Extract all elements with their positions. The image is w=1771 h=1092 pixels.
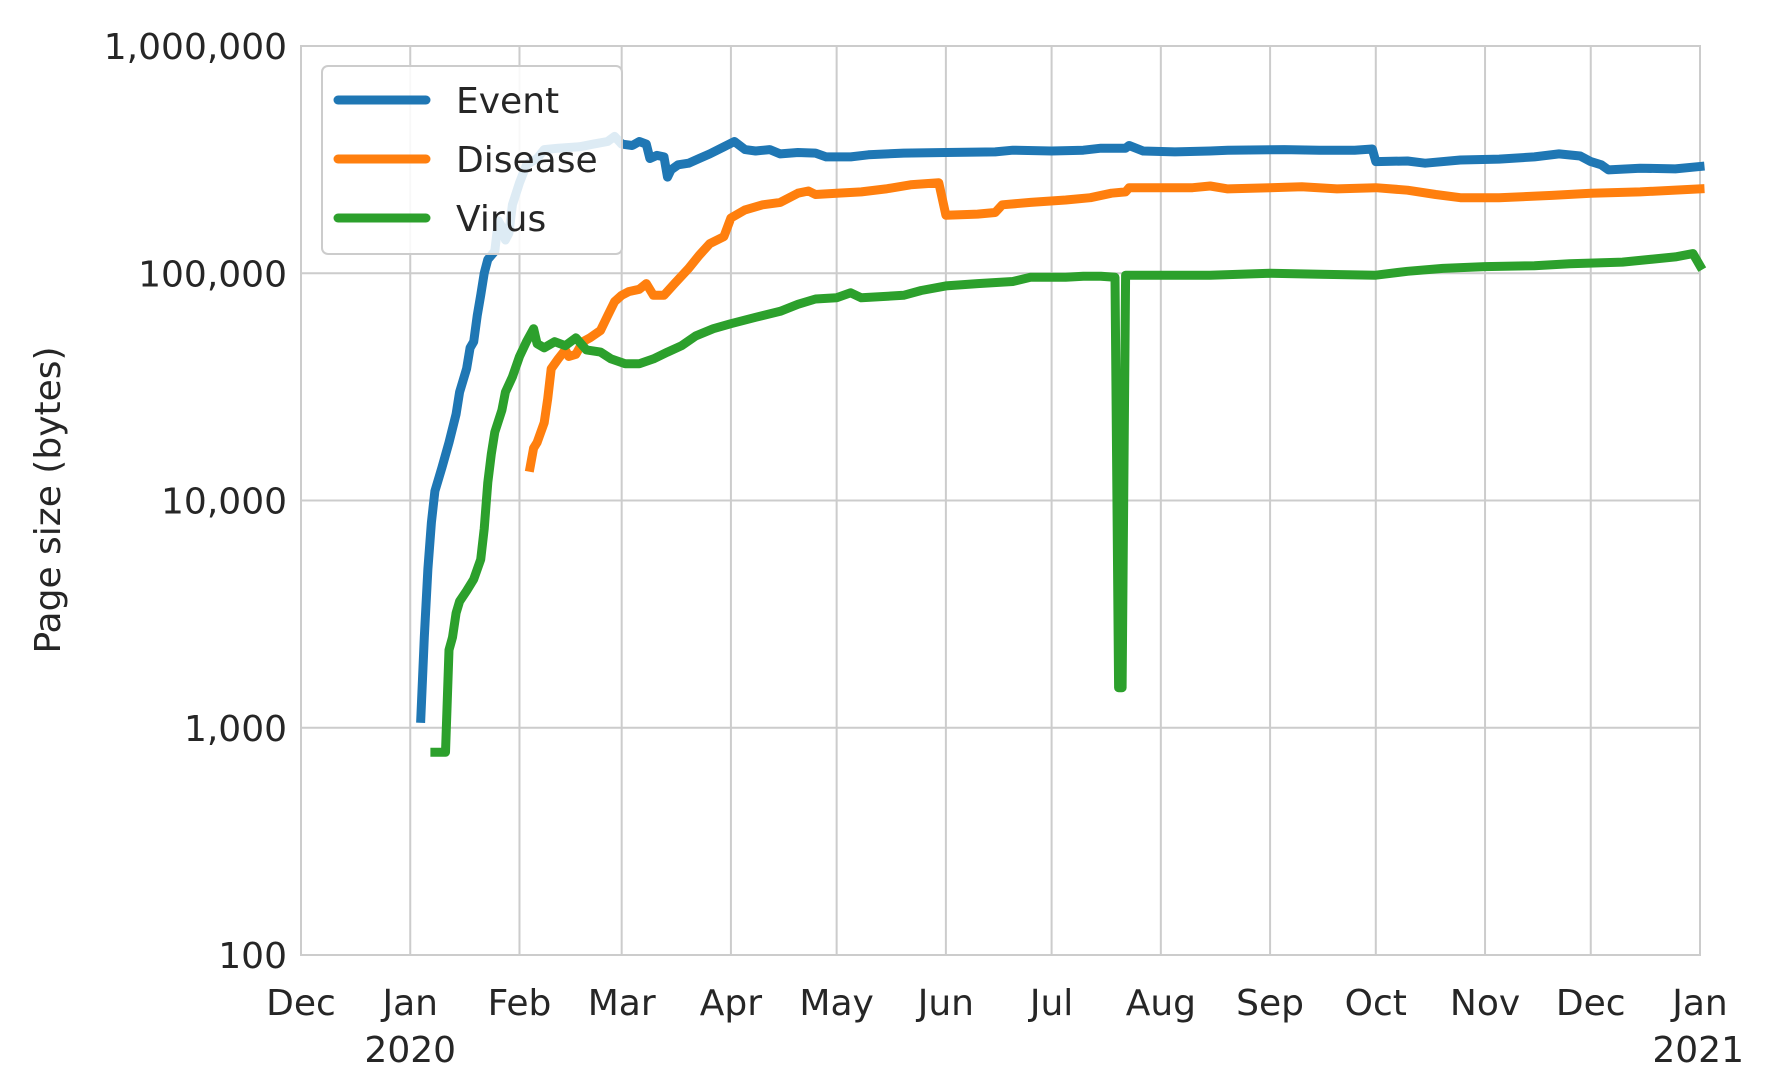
x-tick-label: Sep [1236,983,1304,1024]
y-tick-label: 10,000 [161,482,287,523]
x-tick-label: Dec [266,983,336,1024]
y-axis-label: Page size (bytes) [28,346,69,653]
y-tick-label: 1,000 [184,709,287,750]
legend-label-disease: Disease [456,140,598,181]
x-tick-label: Oct [1345,983,1407,1024]
legend-label-virus: Virus [456,199,546,240]
series-line-event [416,131,1705,723]
x-tick-labels: Dec Jan 2020 Feb Mar Apr May Jun Jul Aug Sep Oct Nov… [266,983,1744,1071]
x-tick-label: Mar [588,983,656,1024]
x-tick-year-label: 2020 [364,1030,456,1071]
x-tick-label: Jan [1670,983,1728,1024]
x-tick-label: Feb [488,983,552,1024]
legend-frame [321,65,623,255]
y-tick-labels: 100 1,000 10,000 100,000 1,000,000 [104,27,287,977]
plot-frame [300,45,1701,956]
series-line-disease [524,178,1705,473]
x-tick-year-label: 2021 [1652,1030,1744,1071]
legend-label-event: Event [456,81,559,122]
x-tick-label: Apr [700,983,762,1024]
x-tick-label: Jun [916,983,974,1024]
x-tick-label: Aug [1126,983,1196,1024]
legend: Event Disease Virus [321,65,623,255]
x-tick-label: May [799,983,873,1024]
series-line-virus [430,249,1707,757]
series-lines [416,131,1707,757]
y-tick-label: 100,000 [138,254,287,295]
x-tick-label: Dec [1556,983,1626,1024]
x-tick-label: Jul [1028,983,1073,1024]
x-tick-label: Jan [380,983,438,1024]
y-tick-label: 1,000,000 [104,27,287,68]
x-tick-label: Nov [1450,983,1520,1024]
y-tick-label: 100 [218,936,287,977]
